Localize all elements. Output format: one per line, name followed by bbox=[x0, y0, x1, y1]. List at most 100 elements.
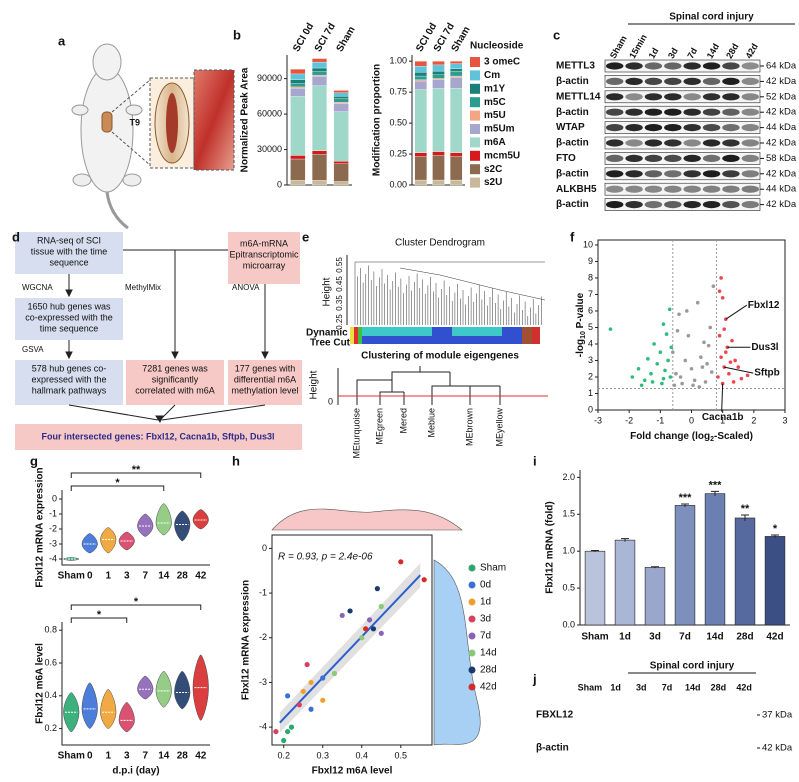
bar-segment bbox=[432, 155, 445, 181]
bar-segment bbox=[311, 71, 328, 76]
violin bbox=[174, 510, 191, 542]
blot-band bbox=[702, 108, 721, 116]
y-tick-label: 7 bbox=[588, 289, 593, 299]
blot-band bbox=[664, 124, 682, 132]
y-tick-label: 1 bbox=[588, 388, 593, 398]
bar-segment bbox=[290, 73, 306, 80]
bar-segment bbox=[311, 85, 328, 151]
box-text: expressed with the bbox=[31, 374, 106, 384]
y-tick-label: -2 bbox=[259, 632, 267, 642]
bar-segment bbox=[450, 61, 463, 64]
rat-illustration bbox=[71, 43, 235, 230]
legend-label: m6A bbox=[484, 137, 506, 148]
bar-segment bbox=[432, 74, 445, 79]
blot-band bbox=[644, 108, 663, 116]
violin bbox=[118, 702, 135, 733]
label-part: 10 bbox=[580, 331, 587, 339]
point bbox=[273, 728, 279, 735]
blot-band bbox=[683, 139, 701, 147]
y-tick-label: 0.35 bbox=[335, 295, 344, 311]
violin bbox=[100, 527, 117, 554]
box-text: hallmark pathways bbox=[32, 385, 107, 395]
x-tick-label: Sham bbox=[58, 571, 85, 582]
blot-band bbox=[683, 154, 701, 162]
legend-swatch bbox=[470, 70, 480, 81]
bar-segment bbox=[290, 69, 306, 75]
module-color bbox=[532, 327, 540, 336]
legend-label: m1Y bbox=[484, 83, 505, 94]
legend-swatch bbox=[468, 649, 476, 657]
point bbox=[708, 325, 712, 330]
bar-segment bbox=[432, 88, 445, 152]
point bbox=[711, 284, 716, 289]
x-tick-label: 1 bbox=[720, 415, 725, 425]
blot-band bbox=[683, 93, 701, 101]
lane-label: 42d bbox=[743, 42, 759, 60]
point bbox=[660, 381, 664, 386]
violin bbox=[192, 509, 209, 530]
bar-segment bbox=[432, 64, 445, 72]
violin bbox=[155, 670, 172, 708]
point bbox=[680, 381, 684, 386]
blot-band bbox=[702, 62, 721, 70]
blot-band bbox=[741, 93, 760, 101]
y-tick-label: 0.75 bbox=[389, 87, 407, 97]
x-tick-label: 28 bbox=[177, 751, 189, 762]
y-tick-label: 3 bbox=[588, 355, 593, 365]
bar-segment bbox=[450, 179, 463, 186]
module-color bbox=[362, 336, 432, 344]
blot-band bbox=[664, 185, 682, 193]
lane-label: Sham bbox=[578, 682, 603, 692]
point bbox=[655, 361, 660, 366]
dendrogram-title: Clustering of module eigengenes bbox=[361, 351, 519, 362]
point bbox=[378, 630, 384, 636]
x-tick-label: 3 bbox=[124, 571, 130, 582]
y-tick-label: 10 bbox=[583, 239, 593, 249]
point bbox=[366, 617, 373, 623]
protein-label: β-actin bbox=[556, 76, 589, 87]
point bbox=[692, 378, 697, 383]
blot-band bbox=[741, 62, 760, 70]
module-color bbox=[452, 336, 502, 344]
lane-label: 14d bbox=[685, 682, 701, 692]
module-label: MEturquoise bbox=[351, 408, 361, 459]
blot-band bbox=[644, 62, 663, 70]
y-tick-label: -1 bbox=[259, 587, 267, 597]
lane-label: 28d bbox=[724, 42, 740, 60]
bar-segment bbox=[311, 67, 328, 72]
x-tick-label: 2 bbox=[751, 415, 756, 425]
protein-label: β-actin bbox=[556, 199, 589, 210]
module-color bbox=[354, 336, 358, 344]
blot-band bbox=[664, 77, 682, 85]
legend-label: 7d bbox=[480, 631, 491, 642]
module-color bbox=[522, 336, 532, 344]
significance-bracket bbox=[70, 472, 202, 478]
y-tick-label: 0.55 bbox=[335, 257, 344, 273]
y-tick-label: -3 bbox=[49, 538, 57, 548]
x-tick-label: 0.2 bbox=[277, 750, 290, 760]
bar-segment bbox=[311, 154, 328, 181]
point bbox=[370, 626, 377, 632]
axes bbox=[61, 490, 210, 566]
x-tick-label: 1 bbox=[105, 751, 111, 762]
y-tick-label: 0.45 bbox=[335, 276, 344, 292]
module-color bbox=[452, 327, 502, 336]
bar-segment bbox=[333, 96, 349, 99]
bar-segment bbox=[333, 98, 349, 103]
blot-band bbox=[644, 170, 663, 178]
y-tick-label: -4 bbox=[49, 553, 57, 563]
annotation-line bbox=[725, 304, 748, 320]
label-part: -Scaled) bbox=[714, 431, 753, 442]
x-tick-label: 7 bbox=[142, 751, 148, 762]
bar-segment bbox=[450, 75, 463, 78]
bar bbox=[674, 505, 696, 626]
panel-label: i bbox=[533, 453, 537, 468]
blot-band bbox=[741, 185, 760, 193]
lane-label: 1d bbox=[647, 46, 661, 60]
blot-band bbox=[644, 139, 663, 147]
protein-label: β-actin bbox=[556, 107, 589, 118]
point bbox=[722, 327, 727, 331]
panel-label: c bbox=[553, 27, 560, 42]
point bbox=[717, 333, 722, 338]
point bbox=[281, 737, 287, 744]
